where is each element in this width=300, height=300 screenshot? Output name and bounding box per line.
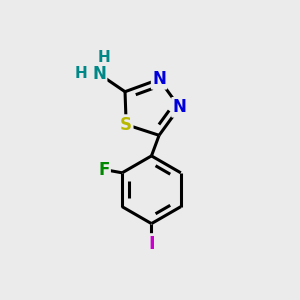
- Text: N: N: [172, 98, 186, 116]
- Text: I: I: [148, 235, 155, 253]
- Text: H: H: [75, 66, 88, 81]
- Text: N: N: [92, 65, 106, 83]
- Text: H: H: [98, 50, 111, 65]
- Text: N: N: [152, 70, 166, 88]
- Text: F: F: [98, 161, 110, 179]
- Text: S: S: [120, 116, 132, 134]
